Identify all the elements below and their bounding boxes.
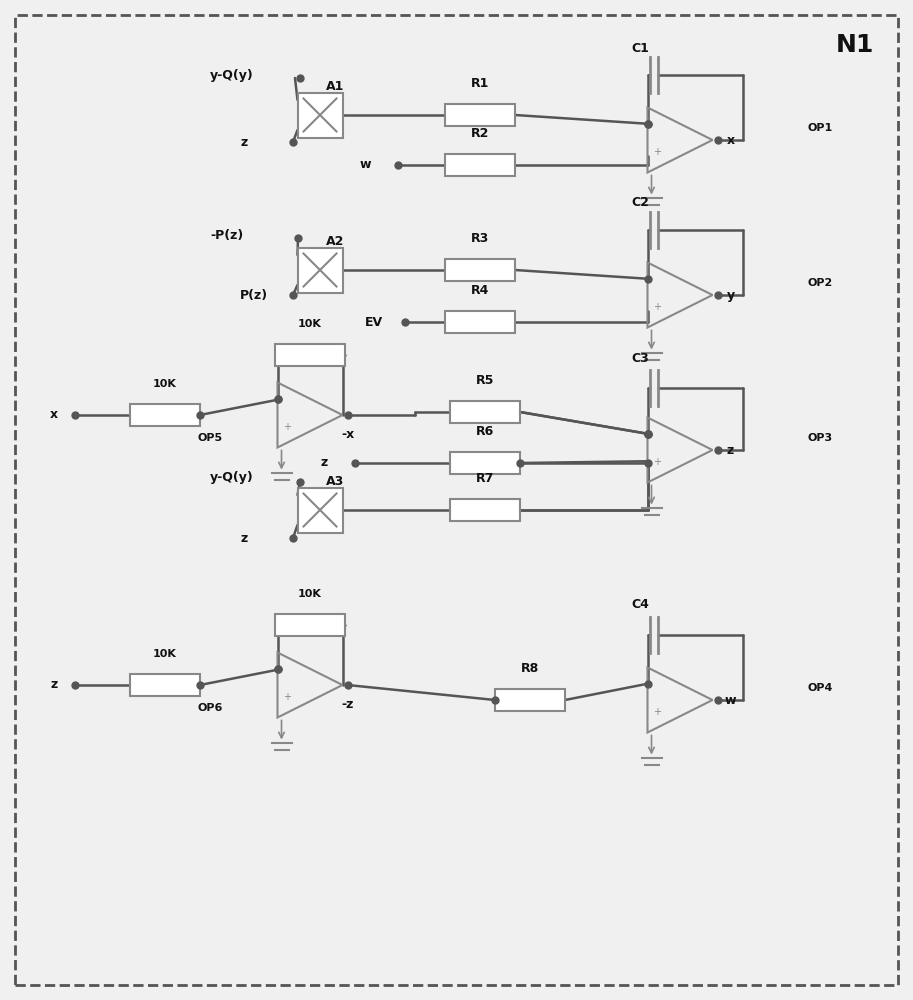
- Bar: [275, 344, 345, 366]
- Bar: [275, 614, 345, 636]
- Text: OP4: OP4: [807, 683, 833, 693]
- Text: 10K: 10K: [153, 649, 177, 659]
- Text: A2: A2: [326, 235, 344, 248]
- Text: z: z: [727, 444, 734, 456]
- Text: +: +: [654, 707, 662, 717]
- Text: EV: EV: [365, 316, 383, 328]
- Text: -z: -z: [341, 698, 353, 712]
- Bar: [445, 311, 515, 333]
- Bar: [450, 452, 520, 474]
- Text: P(z): P(z): [240, 288, 268, 302]
- Text: C1: C1: [631, 41, 649, 54]
- Bar: [298, 247, 342, 292]
- Bar: [445, 104, 515, 126]
- Bar: [450, 499, 520, 521]
- Text: w: w: [725, 694, 736, 706]
- Text: x: x: [50, 408, 58, 422]
- Text: 10K: 10K: [298, 589, 322, 599]
- Text: -P(z): -P(z): [210, 229, 243, 241]
- Bar: [130, 404, 200, 426]
- Text: R1: R1: [471, 77, 489, 90]
- Text: R4: R4: [471, 284, 489, 297]
- Text: 10K: 10K: [298, 319, 322, 329]
- Text: OP3: OP3: [807, 433, 833, 443]
- Text: R3: R3: [471, 232, 489, 245]
- Text: +: +: [654, 302, 662, 312]
- Text: z: z: [50, 678, 58, 692]
- Bar: [298, 93, 342, 137]
- Text: OP2: OP2: [807, 278, 833, 288]
- Text: z: z: [240, 135, 247, 148]
- Text: C4: C4: [631, 598, 649, 611]
- Text: OP5: OP5: [197, 433, 223, 443]
- Text: +: +: [284, 422, 291, 432]
- Text: +: +: [284, 692, 291, 702]
- Text: z: z: [320, 456, 327, 470]
- Text: R7: R7: [476, 472, 494, 485]
- Text: y: y: [727, 288, 735, 302]
- Text: R2: R2: [471, 127, 489, 140]
- Text: -x: -x: [341, 428, 354, 442]
- Text: OP6: OP6: [197, 703, 223, 713]
- Bar: [445, 154, 515, 176]
- Text: +: +: [654, 457, 662, 467]
- Text: +: +: [654, 147, 662, 157]
- Text: R5: R5: [476, 374, 494, 387]
- Text: R6: R6: [476, 425, 494, 438]
- Text: R8: R8: [521, 662, 539, 675]
- Text: 10K: 10K: [153, 379, 177, 389]
- Bar: [495, 689, 565, 711]
- Text: y-Q(y): y-Q(y): [210, 472, 254, 485]
- Bar: [445, 259, 515, 281]
- Text: z: z: [240, 532, 247, 544]
- Text: OP1: OP1: [807, 123, 833, 133]
- Bar: [298, 487, 342, 532]
- Text: A1: A1: [326, 80, 344, 93]
- Text: A3: A3: [326, 475, 344, 488]
- Text: C3: C3: [631, 352, 649, 364]
- Bar: [450, 401, 520, 423]
- Text: y-Q(y): y-Q(y): [210, 68, 254, 82]
- Text: C2: C2: [631, 196, 649, 209]
- Text: N1: N1: [835, 33, 874, 57]
- Text: w: w: [360, 158, 372, 172]
- Bar: [130, 674, 200, 696]
- Text: x: x: [727, 133, 735, 146]
